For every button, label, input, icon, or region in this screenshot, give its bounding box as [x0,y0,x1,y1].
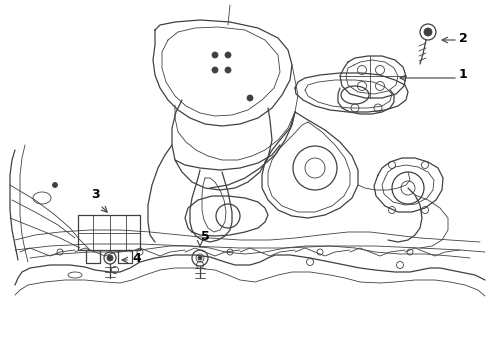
Circle shape [198,256,202,260]
Text: 5: 5 [200,230,209,243]
Circle shape [107,255,113,261]
Circle shape [52,183,58,188]
Text: 4: 4 [132,252,141,265]
Circle shape [212,67,218,73]
Circle shape [246,95,252,101]
Text: 1: 1 [458,68,467,81]
Circle shape [212,52,218,58]
Circle shape [423,28,431,36]
Text: 2: 2 [458,31,467,45]
Circle shape [224,67,230,73]
Text: 3: 3 [90,189,99,202]
Circle shape [224,52,230,58]
